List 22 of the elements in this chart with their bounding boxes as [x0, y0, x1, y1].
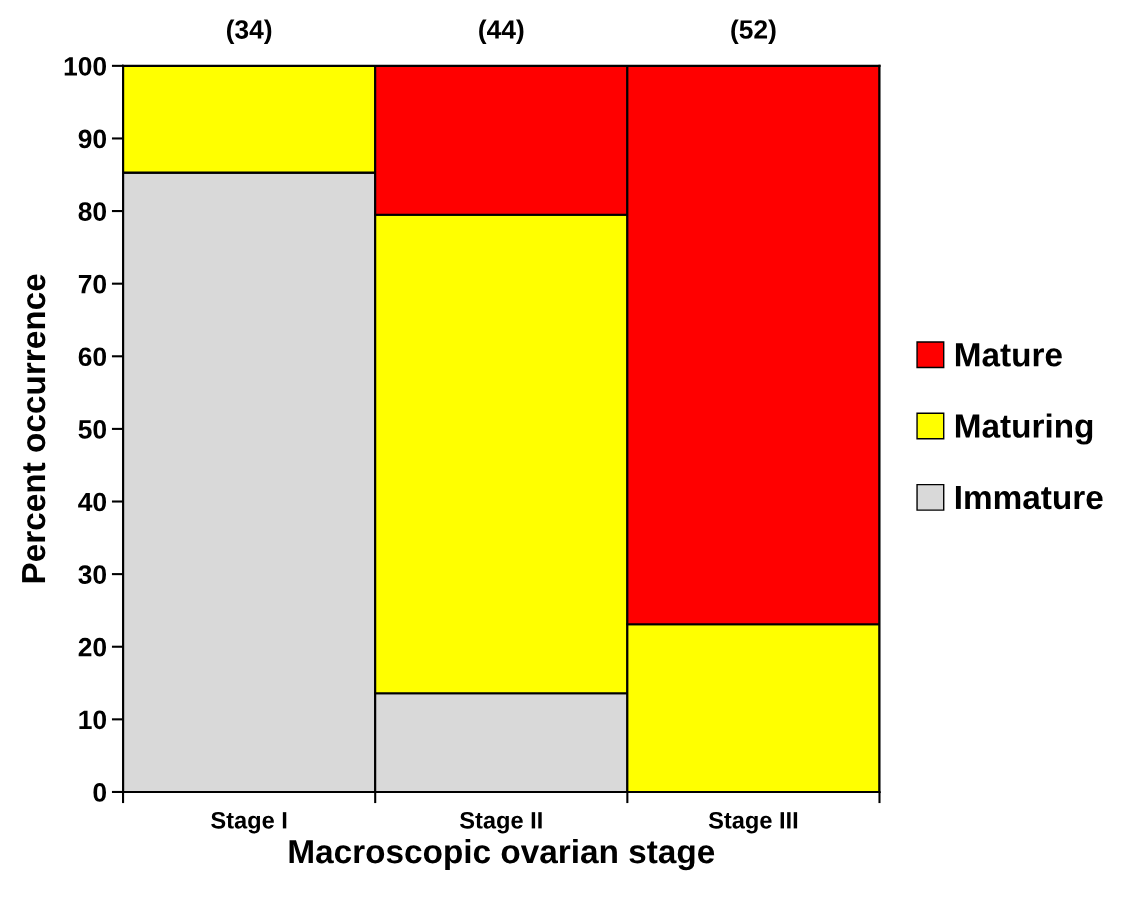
y-axis-title: Percent occurrence	[22, 274, 46, 583]
y-tick-label: 80	[78, 202, 107, 221]
y-tick-label: 40	[78, 492, 107, 512]
y-tick-label: 50	[78, 420, 107, 439]
text: (52)	[731, 19, 776, 45]
legend-label: Maturing	[955, 413, 1093, 445]
y-tick-label: 90	[78, 129, 107, 149]
y-tick-label: 70	[78, 274, 107, 294]
y-tick-label: 20	[78, 637, 107, 657]
text: (34)	[226, 19, 272, 45]
y-tick-label: 10	[79, 710, 107, 730]
x-tick-label: Stage II	[459, 811, 542, 834]
y-tick-label: 30	[78, 565, 107, 584]
y-tick-label: 0	[93, 783, 107, 802]
legend-label: Immature	[955, 486, 1103, 510]
x-tick-label: Stage I	[211, 811, 287, 834]
legend-label: Mature	[955, 343, 1062, 367]
x-axis-title: Macroscopic ovarian stage	[289, 838, 715, 871]
y-tick-label: 60	[78, 347, 107, 367]
x-tick-label: Stage III	[708, 811, 798, 834]
y-tick-label: 100	[64, 56, 107, 76]
text: (44)	[479, 19, 524, 45]
